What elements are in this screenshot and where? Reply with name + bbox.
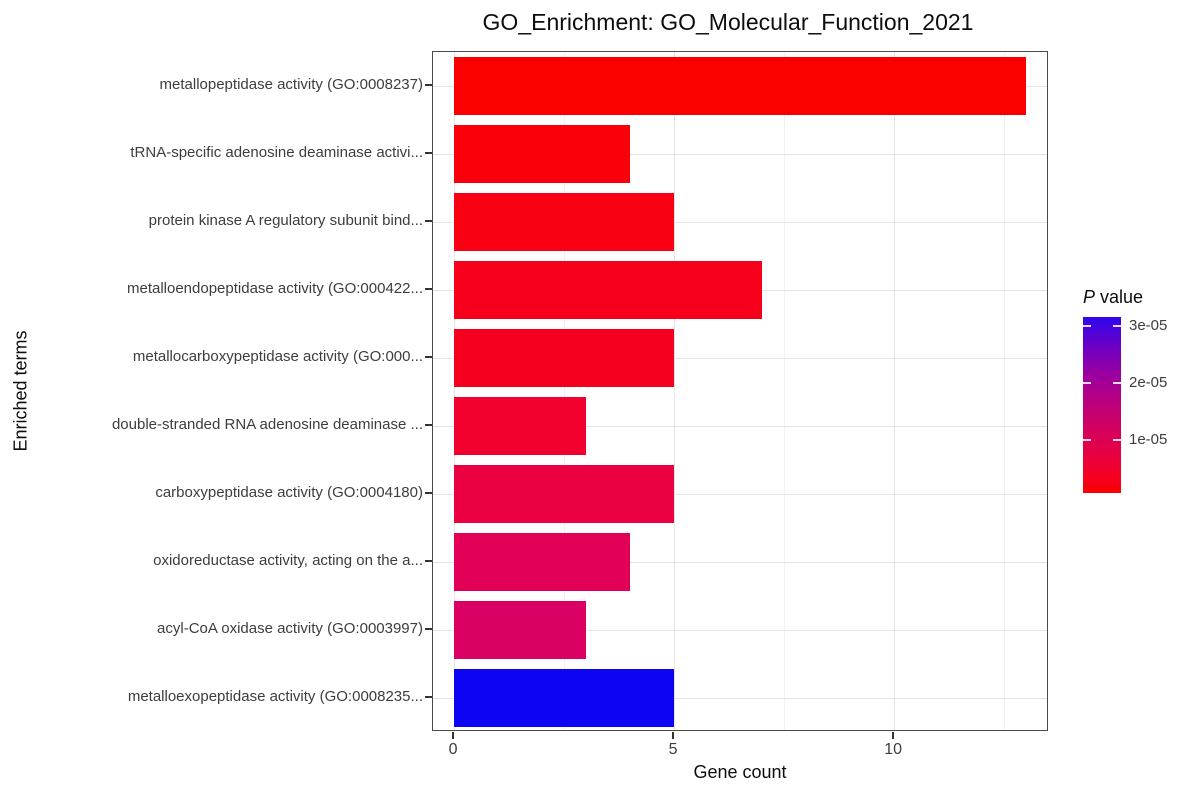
gridline-major-vertical <box>453 52 455 730</box>
y-axis-tick <box>425 152 432 154</box>
legend-tick-right <box>1113 382 1121 384</box>
legend-tick-right <box>1113 439 1121 442</box>
gridline-minor-vertical <box>563 52 565 730</box>
x-axis-tick <box>892 732 895 739</box>
y-axis-tick <box>425 560 432 562</box>
y-axis-category-label: oxidoreductase activity, acting on the a… <box>153 552 423 569</box>
y-axis-tick <box>425 628 432 630</box>
gridline-major-vertical <box>893 52 895 730</box>
legend-tick-label: 3e-05 <box>1129 316 1168 334</box>
gridline-major-horizontal <box>433 697 1047 699</box>
legend-title-rest: value <box>1095 287 1144 307</box>
bar <box>454 193 675 251</box>
gridline-major-vertical <box>673 52 675 730</box>
x-axis-tick-label: 5 <box>668 741 678 758</box>
y-axis-category-label: metalloexopeptidase activity (GO:0008235… <box>127 688 423 705</box>
y-axis-tick <box>425 424 432 426</box>
plot-panel <box>432 51 1048 731</box>
gridline-major-horizontal <box>433 357 1047 359</box>
gridline-minor-vertical <box>1003 52 1005 730</box>
bar <box>454 465 675 523</box>
y-axis-category-label: carboxypeptidase activity (GO:0004180) <box>155 484 423 501</box>
x-axis-title: Gene count <box>693 762 787 782</box>
legend-colorbar <box>1083 317 1121 493</box>
chart-title: GO_Enrichment: GO_Molecular_Function_202… <box>482 9 974 35</box>
legend-tick-left <box>1083 439 1091 442</box>
bar <box>454 329 675 387</box>
bar <box>454 397 587 455</box>
y-axis-tick <box>425 492 432 494</box>
bar <box>454 261 763 319</box>
legend-tick-left <box>1083 382 1091 384</box>
y-axis-category-label: metallocarboxypeptidase activity (GO:000… <box>132 348 423 365</box>
x-axis-tick-label: 0 <box>448 741 458 758</box>
gridline-major-horizontal <box>433 629 1047 631</box>
y-axis-tick <box>425 356 432 358</box>
y-axis-category-label: acyl-CoA oxidase activity (GO:0003997) <box>157 620 423 637</box>
x-axis-tick <box>452 732 455 739</box>
legend-tick-right <box>1113 324 1121 327</box>
bar <box>454 57 1027 115</box>
y-axis-category-label: protein kinase A regulatory subunit bind… <box>148 212 423 229</box>
gridline-major-horizontal <box>433 425 1047 427</box>
gridline-major-horizontal <box>433 153 1047 155</box>
gridline-major-horizontal <box>433 493 1047 495</box>
y-axis-category-label: metallopeptidase activity (GO:0008237) <box>159 76 423 93</box>
y-axis-tick <box>425 220 432 222</box>
legend-title-italic-p: P <box>1083 287 1096 307</box>
y-axis-tick <box>425 288 432 290</box>
bar <box>454 125 631 183</box>
gridline-major-horizontal <box>433 561 1047 563</box>
legend-title: P value <box>1083 287 1143 308</box>
y-axis-category-label: metalloendopeptidase activity (GO:000422… <box>126 280 423 297</box>
legend-tick-label: 1e-05 <box>1129 431 1168 449</box>
x-axis-tick <box>672 732 675 739</box>
y-axis-category-label: tRNA-specific adenosine deaminase activi… <box>130 144 423 161</box>
bar <box>454 669 675 727</box>
bar <box>454 533 631 591</box>
bar <box>454 601 587 659</box>
legend-tick-left <box>1083 324 1091 327</box>
y-axis-tick <box>425 84 432 86</box>
y-axis-tick <box>425 696 432 698</box>
gridline-major-horizontal <box>433 221 1047 223</box>
x-axis-tick-label: 10 <box>884 741 902 758</box>
y-axis-category-label: double-stranded RNA adenosine deaminase … <box>111 416 423 433</box>
legend-tick-label: 2e-05 <box>1129 374 1168 391</box>
gridline-minor-vertical <box>783 52 785 730</box>
